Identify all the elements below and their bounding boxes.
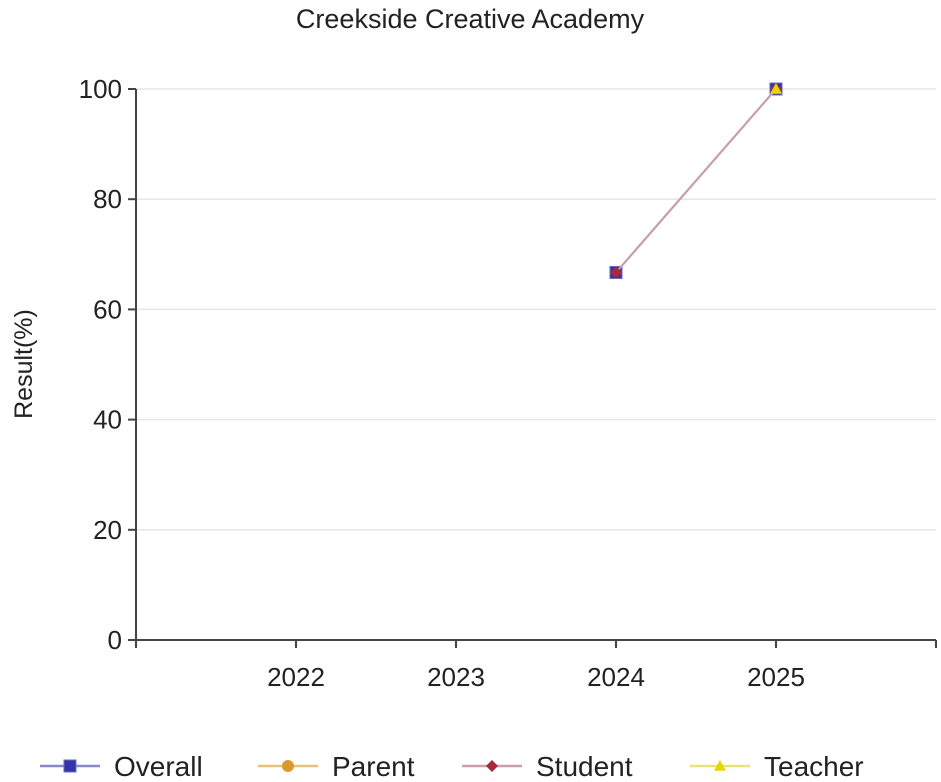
series-line-student bbox=[615, 88, 777, 274]
axes: 0 20 40 60 80 100 2022 2023 2024 2025 bbox=[79, 74, 937, 692]
legend-label: Student bbox=[536, 751, 633, 782]
legend-swatch-marker bbox=[714, 760, 726, 771]
legend-swatch-marker bbox=[63, 759, 77, 773]
y-tick-label-80: 80 bbox=[93, 184, 122, 214]
legend-label: Teacher bbox=[764, 751, 864, 782]
legend-swatch-marker bbox=[282, 760, 294, 772]
data-point-teacher bbox=[770, 83, 782, 94]
legend: Overall Parent Student Teacher bbox=[40, 751, 864, 782]
legend-label: Overall bbox=[114, 751, 203, 782]
legend-label: Parent bbox=[332, 751, 415, 782]
x-tick-label-2023: 2023 bbox=[427, 662, 485, 692]
gridlines bbox=[136, 88, 936, 531]
legend-swatch-marker bbox=[486, 760, 498, 772]
legend-item-overall: Overall bbox=[40, 751, 203, 782]
x-tick-label-2024: 2024 bbox=[587, 662, 645, 692]
x-tick-label-2025: 2025 bbox=[747, 662, 805, 692]
legend-item-student: Student bbox=[462, 751, 633, 782]
series-teacher bbox=[770, 83, 782, 94]
data-point-student bbox=[610, 266, 622, 279]
series-layer bbox=[609, 82, 783, 279]
chart-title: Creekside Creative Academy bbox=[296, 4, 645, 34]
y-tick-label-60: 60 bbox=[93, 294, 122, 324]
y-tick-label-20: 20 bbox=[93, 515, 122, 545]
x-tick-label-2022: 2022 bbox=[267, 662, 325, 692]
y-tick-label-0: 0 bbox=[108, 625, 122, 655]
legend-item-teacher: Teacher bbox=[690, 751, 864, 782]
y-axis-title: Result(%) bbox=[10, 309, 38, 419]
series-student bbox=[610, 83, 782, 279]
y-tick-label-40: 40 bbox=[93, 405, 122, 435]
legend-item-parent: Parent bbox=[258, 751, 415, 782]
y-tick-label-100: 100 bbox=[79, 74, 122, 104]
